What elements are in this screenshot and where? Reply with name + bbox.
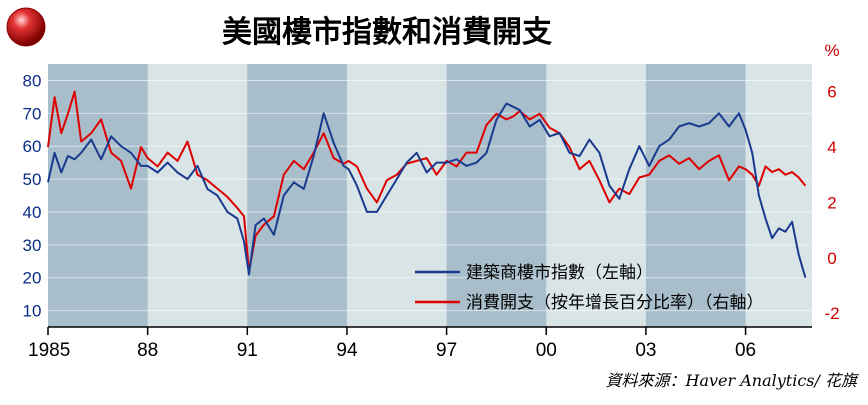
- legend: 建築商樓市指數（左軸） 消費開支（按年增長百分比率）（右軸）: [415, 263, 764, 313]
- right-tick-label-4: -2: [824, 304, 839, 323]
- shaded-band-1: [247, 64, 347, 327]
- x-tick-label-0: 1985: [28, 340, 70, 361]
- left-tick-label-5: 30: [23, 236, 42, 255]
- grid-lines: [48, 79, 812, 312]
- shaded-band-2: [446, 64, 547, 327]
- legend-label-builder: 建築商樓市指數（左軸）: [466, 263, 653, 283]
- x-tick-label-6: 03: [635, 340, 656, 361]
- x-tick-label-1: 88: [137, 340, 158, 361]
- legend-label-spending: 消費開支（按年增長百分比率）（右軸）: [466, 293, 764, 313]
- logo-ball-icon: [6, 7, 46, 47]
- left-tick-label-4: 40: [23, 203, 42, 222]
- right-tick-label-1: 4: [827, 138, 836, 157]
- right-axis: % 6 4 2 0 -2: [824, 41, 839, 323]
- left-tick-label-7: 10: [23, 302, 42, 321]
- x-tick-label-2: 91: [237, 340, 258, 361]
- chart-title: 美國樓市指數和消費開支: [222, 15, 552, 50]
- left-tick-label-0: 80: [23, 71, 42, 90]
- left-axis: 80 70 60 50 40 30 20 10: [23, 71, 42, 320]
- plot-background: [48, 64, 812, 327]
- x-tick-label-3: 94: [336, 340, 358, 361]
- x-tick-label-7: 06: [735, 340, 756, 361]
- x-tick-label-4: 97: [436, 340, 457, 361]
- right-axis-unit: %: [824, 41, 839, 60]
- right-tick-label-3: 0: [827, 249, 836, 268]
- shaded-band-3: [645, 64, 746, 327]
- right-tick-label-2: 2: [827, 193, 836, 212]
- x-axis: 1985 88 91 94 97 00 03 06: [28, 327, 756, 361]
- source-note: 資料來源：Haver Analytics/ 花旗: [606, 371, 860, 390]
- shaded-band-0: [48, 64, 148, 327]
- left-tick-label-3: 50: [23, 170, 42, 189]
- left-tick-label-6: 20: [23, 269, 42, 288]
- left-tick-label-2: 60: [23, 137, 42, 156]
- series-layer: [47, 90, 807, 278]
- left-tick-label-1: 70: [23, 104, 42, 123]
- x-tick-label-5: 00: [536, 340, 557, 361]
- right-tick-label-0: 6: [827, 83, 836, 102]
- series-line-0: [47, 102, 807, 278]
- series-line-1: [47, 90, 807, 273]
